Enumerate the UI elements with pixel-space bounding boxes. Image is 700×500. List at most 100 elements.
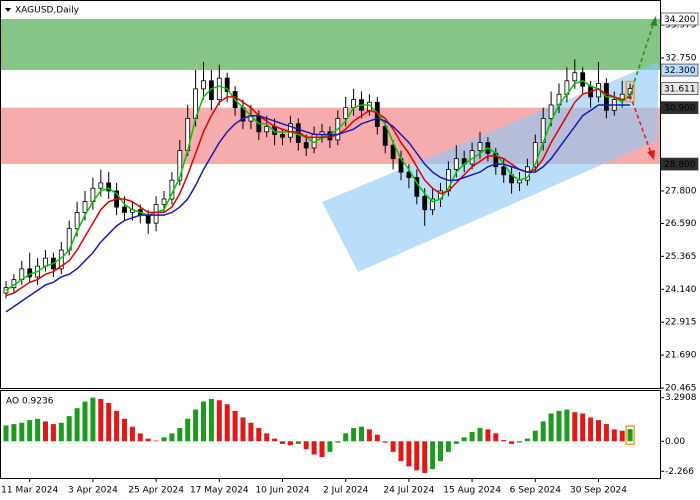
zone [1,19,660,71]
menu-triangle [5,8,11,12]
indicator-bar [11,424,17,442]
indicator-bar [74,408,80,442]
indicator-bar [564,409,570,442]
candle-body [201,80,206,90]
indicator-bar [627,429,633,442]
indicator-bar [540,421,546,442]
candle-body [122,206,127,213]
candle-body [572,72,578,82]
indicator-bar [580,413,586,442]
indicator-bar [327,441,333,452]
up-arrow [629,21,655,96]
candle-body [430,198,436,211]
candle-body [264,126,270,133]
indicator-bar [153,440,159,442]
candle-body [98,182,104,189]
indicator-bar [161,437,167,442]
indicator-bar [493,433,499,442]
indicator-bar [193,409,199,442]
candle-body [177,150,183,181]
indicator-bar [319,441,325,458]
candle-body [216,77,222,100]
candle-body [501,166,507,176]
x-tick-label: 24 Jul 2024 [383,486,434,496]
indicator-bar [588,417,594,442]
indicator-bar [406,441,412,467]
indicator-bar [177,428,183,442]
indicator-bar [422,441,428,474]
indicator-bar [295,441,301,444]
x-tick-label: 10 Jun 2024 [255,486,309,496]
candle-body [453,158,459,170]
x-tick-label: 6 Sep 2024 [510,486,562,496]
x-tick-label: 30 Sep 2024 [570,486,627,496]
down-arrowhead [647,150,655,160]
candle-body [532,142,538,168]
candle-body [580,72,586,87]
indicator-bar [122,418,127,442]
indicator-bar [50,424,56,442]
indicator-bar [3,425,9,442]
candle-body [303,142,309,149]
indicator-bar [66,416,72,442]
down-arrow [629,94,652,154]
indicator-bar [596,420,601,442]
candle-body [422,195,428,211]
x-tick-label: 15 Aug 2024 [443,486,501,496]
indicator-bar [335,441,341,443]
y-tick-label: 27.800 [665,186,697,196]
indicator-bar [390,441,396,452]
indicator-y-tick-label: -2.266 [665,467,694,477]
indicator-bar [414,441,420,471]
indicator-bar [90,397,96,442]
indicator-bar [374,434,380,442]
indicator-bar [398,441,404,462]
indicator-frame [0,390,661,479]
indicator-bar [216,400,222,442]
indicator-bar [469,432,475,442]
up-arrowhead [650,16,657,26]
indicator-bar [280,441,285,444]
last-candle-highlight [625,80,635,103]
indicator-bar [445,441,451,452]
price-label: 31.611 [664,85,696,95]
moving-average [5,104,631,313]
indicator-bar [137,433,143,442]
y-tick-label: 25.365 [665,252,697,262]
indicator-bar [303,441,309,450]
indicator-bar [145,438,151,442]
indicator-bar [517,441,522,443]
indicator-bar [248,422,254,442]
indicator-bar [366,429,372,442]
indicator-bar [548,413,554,442]
indicator-bar [82,401,88,442]
candle-body [548,104,554,119]
indicator-bar [19,422,25,442]
indicator-bar [343,433,349,442]
indicator-bar [572,412,578,442]
candle-body [382,126,388,146]
y-tick-label: 32.750 [665,53,697,63]
candle-body [106,182,112,192]
y-tick-label: 24.140 [665,285,697,295]
indicator-title: AO 0.9236 [6,397,54,407]
y-tick-label: 33.975 [665,21,697,31]
indicator-bar [232,410,238,442]
indicator-bar [272,438,278,442]
indicator-bar [264,433,270,442]
indicator-y-tick-label: 3.2908 [665,393,697,403]
price-label: 30.900 [664,104,696,114]
chart-title: XAGUSD,Daily [15,6,80,16]
main-frame [0,0,661,389]
price-label: 32.300 [664,66,696,76]
x-tick-label: 25 Apr 2024 [128,486,184,496]
indicator-bar [477,428,483,442]
y-tick-label: 21.690 [665,351,697,361]
indicator-bar [224,404,230,442]
candle-body [343,107,349,119]
indicator-bar [453,441,459,444]
candle-body [280,134,285,138]
indicator-bar [430,441,436,470]
indicator-bar [532,430,538,442]
